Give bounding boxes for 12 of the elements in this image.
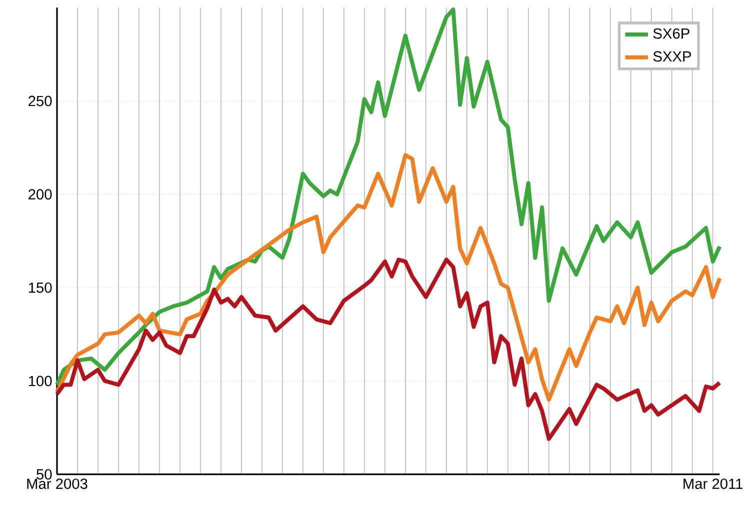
line-series <box>55 153 722 402</box>
y-tick-label: 250 <box>28 96 52 106</box>
x-tick-label: Mar 2011 <box>684 478 743 489</box>
y-tick-label: 150 <box>28 282 52 293</box>
legend-label: SXXP <box>653 51 692 62</box>
line-series <box>55 8 722 387</box>
y-tick-label: 100 <box>28 376 52 386</box>
y-tick-label: 50 <box>36 469 52 480</box>
y-tick-label: 200 <box>28 189 52 200</box>
x-tick-label: Mar 2003 <box>27 478 88 489</box>
line-series <box>55 258 722 441</box>
legend-label: SX6P <box>653 28 690 39</box>
